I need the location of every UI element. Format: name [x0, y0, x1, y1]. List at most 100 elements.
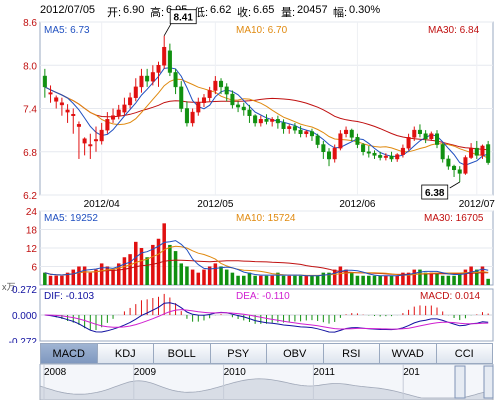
volume-bar — [111, 269, 115, 285]
volume-ma10-line — [44, 245, 489, 276]
candle-body — [88, 144, 93, 147]
tab-wvad[interactable]: WVAD — [380, 343, 437, 364]
stock-chart[interactable]: 8.68.07.46.86.2 2012/04 2012/05 2012/06 201… — [0, 0, 495, 343]
candle-body — [338, 133, 343, 149]
volume-bar — [139, 248, 144, 285]
volume-bar — [372, 275, 377, 285]
volume-bar — [361, 275, 365, 285]
volume-ma10-legend: MA10: 15724 — [236, 213, 296, 224]
price-x-tick: 2012/07 — [459, 199, 495, 210]
volume-bar — [179, 263, 184, 285]
volume-bar — [54, 275, 58, 285]
candle-body — [395, 154, 400, 160]
candle-body — [93, 139, 99, 142]
candle-body — [309, 131, 314, 137]
volume-unit-label: x万 — [2, 282, 16, 292]
candle-body — [463, 157, 468, 174]
macd-y-tick: 0.000 — [12, 311, 37, 322]
price-y-tick: 7.4 — [23, 105, 37, 116]
candle-body — [150, 72, 155, 82]
tab-rsi[interactable]: RSI — [323, 343, 380, 364]
candle-body — [179, 86, 184, 109]
candle-body — [156, 65, 161, 73]
volume-bar — [298, 275, 303, 285]
candlestick-series — [42, 35, 491, 183]
candle-body — [355, 137, 360, 145]
tab-macd[interactable]: MACD — [40, 343, 98, 364]
volume-bar — [406, 272, 411, 285]
candle-body — [304, 131, 309, 134]
candle-body — [383, 155, 388, 158]
candle-body — [275, 119, 280, 124]
candle-body — [253, 115, 258, 124]
time-navigator[interactable]: 2008 2009 2010 2011 201 — [0, 364, 495, 400]
candle-body — [264, 119, 269, 122]
candle-body — [389, 155, 394, 160]
volume-bar — [344, 269, 348, 285]
volume-bar — [440, 275, 445, 285]
volume-bar — [452, 275, 456, 285]
candle-body — [42, 75, 47, 88]
candle-body — [457, 169, 462, 174]
candle-body — [440, 144, 445, 160]
min-leader-line — [449, 181, 460, 189]
tab-cci[interactable]: CCI — [436, 343, 493, 364]
volume-bar — [384, 275, 388, 285]
candle-body — [128, 97, 133, 106]
candle-body — [281, 122, 286, 129]
tab-boll[interactable]: BOLL — [154, 343, 211, 364]
low-label: 低: — [194, 7, 209, 19]
volume-bar — [315, 275, 320, 285]
tab-psy[interactable]: PSY — [210, 343, 267, 364]
volume-bar — [190, 269, 195, 285]
candle-body — [400, 147, 405, 155]
candle-body — [412, 129, 417, 138]
volume-bar — [71, 269, 76, 285]
volume-bar — [82, 266, 87, 285]
candle-body — [224, 86, 229, 95]
macd-dif-legend: DIF: -0.103 — [44, 291, 94, 302]
volume-bar — [338, 266, 343, 285]
tab-kdj[interactable]: KDJ — [97, 343, 154, 364]
volume-bar — [253, 275, 257, 285]
volume-y-tick: 18 — [26, 226, 38, 237]
open-value: 6.90 — [123, 4, 145, 16]
candle-body — [213, 80, 218, 91]
price-y-tick: 6.2 — [23, 191, 37, 202]
candle-body — [332, 147, 337, 160]
candle-body — [145, 75, 150, 82]
volume-bar — [242, 275, 246, 285]
candle-body — [71, 114, 76, 116]
candle-body — [298, 129, 303, 134]
navigator-year-axis: 2008 2009 2010 2011 201 — [43, 364, 420, 400]
volume-bar — [173, 251, 178, 285]
volume-y-tick: 24 — [26, 207, 38, 218]
volume-bar — [134, 241, 138, 285]
volume-bar — [60, 275, 64, 285]
macd-histogram — [40, 293, 493, 331]
candle-body — [59, 102, 64, 106]
volume-bar — [469, 266, 473, 285]
candle-body — [65, 109, 70, 113]
volume-bar — [480, 266, 485, 285]
price-x-axis: 2012/04 2012/05 2012/06 2012/07 — [84, 199, 495, 210]
navigator-left-handle[interactable] — [454, 365, 466, 399]
volume-bar — [321, 272, 326, 285]
open-label: 开: — [107, 7, 122, 19]
volume-bar — [367, 275, 371, 285]
volume-bar — [168, 244, 172, 285]
volume-bar — [259, 275, 263, 285]
navigator-right-handle[interactable] — [483, 365, 494, 399]
volume-bar — [293, 275, 297, 285]
quote-date: 2012/07/05 — [40, 4, 96, 16]
tab-obv[interactable]: OBV — [267, 343, 324, 364]
candle-body — [133, 86, 138, 98]
candle-body — [230, 93, 235, 106]
macd-lines — [44, 302, 489, 333]
volume-ma30-legend: MA30: 16705 — [424, 213, 484, 224]
volume-bar — [418, 269, 422, 285]
candle-body — [241, 106, 246, 111]
candle-body — [292, 126, 297, 131]
volume-bar — [463, 269, 468, 285]
volume-value: 20457 — [297, 4, 328, 16]
